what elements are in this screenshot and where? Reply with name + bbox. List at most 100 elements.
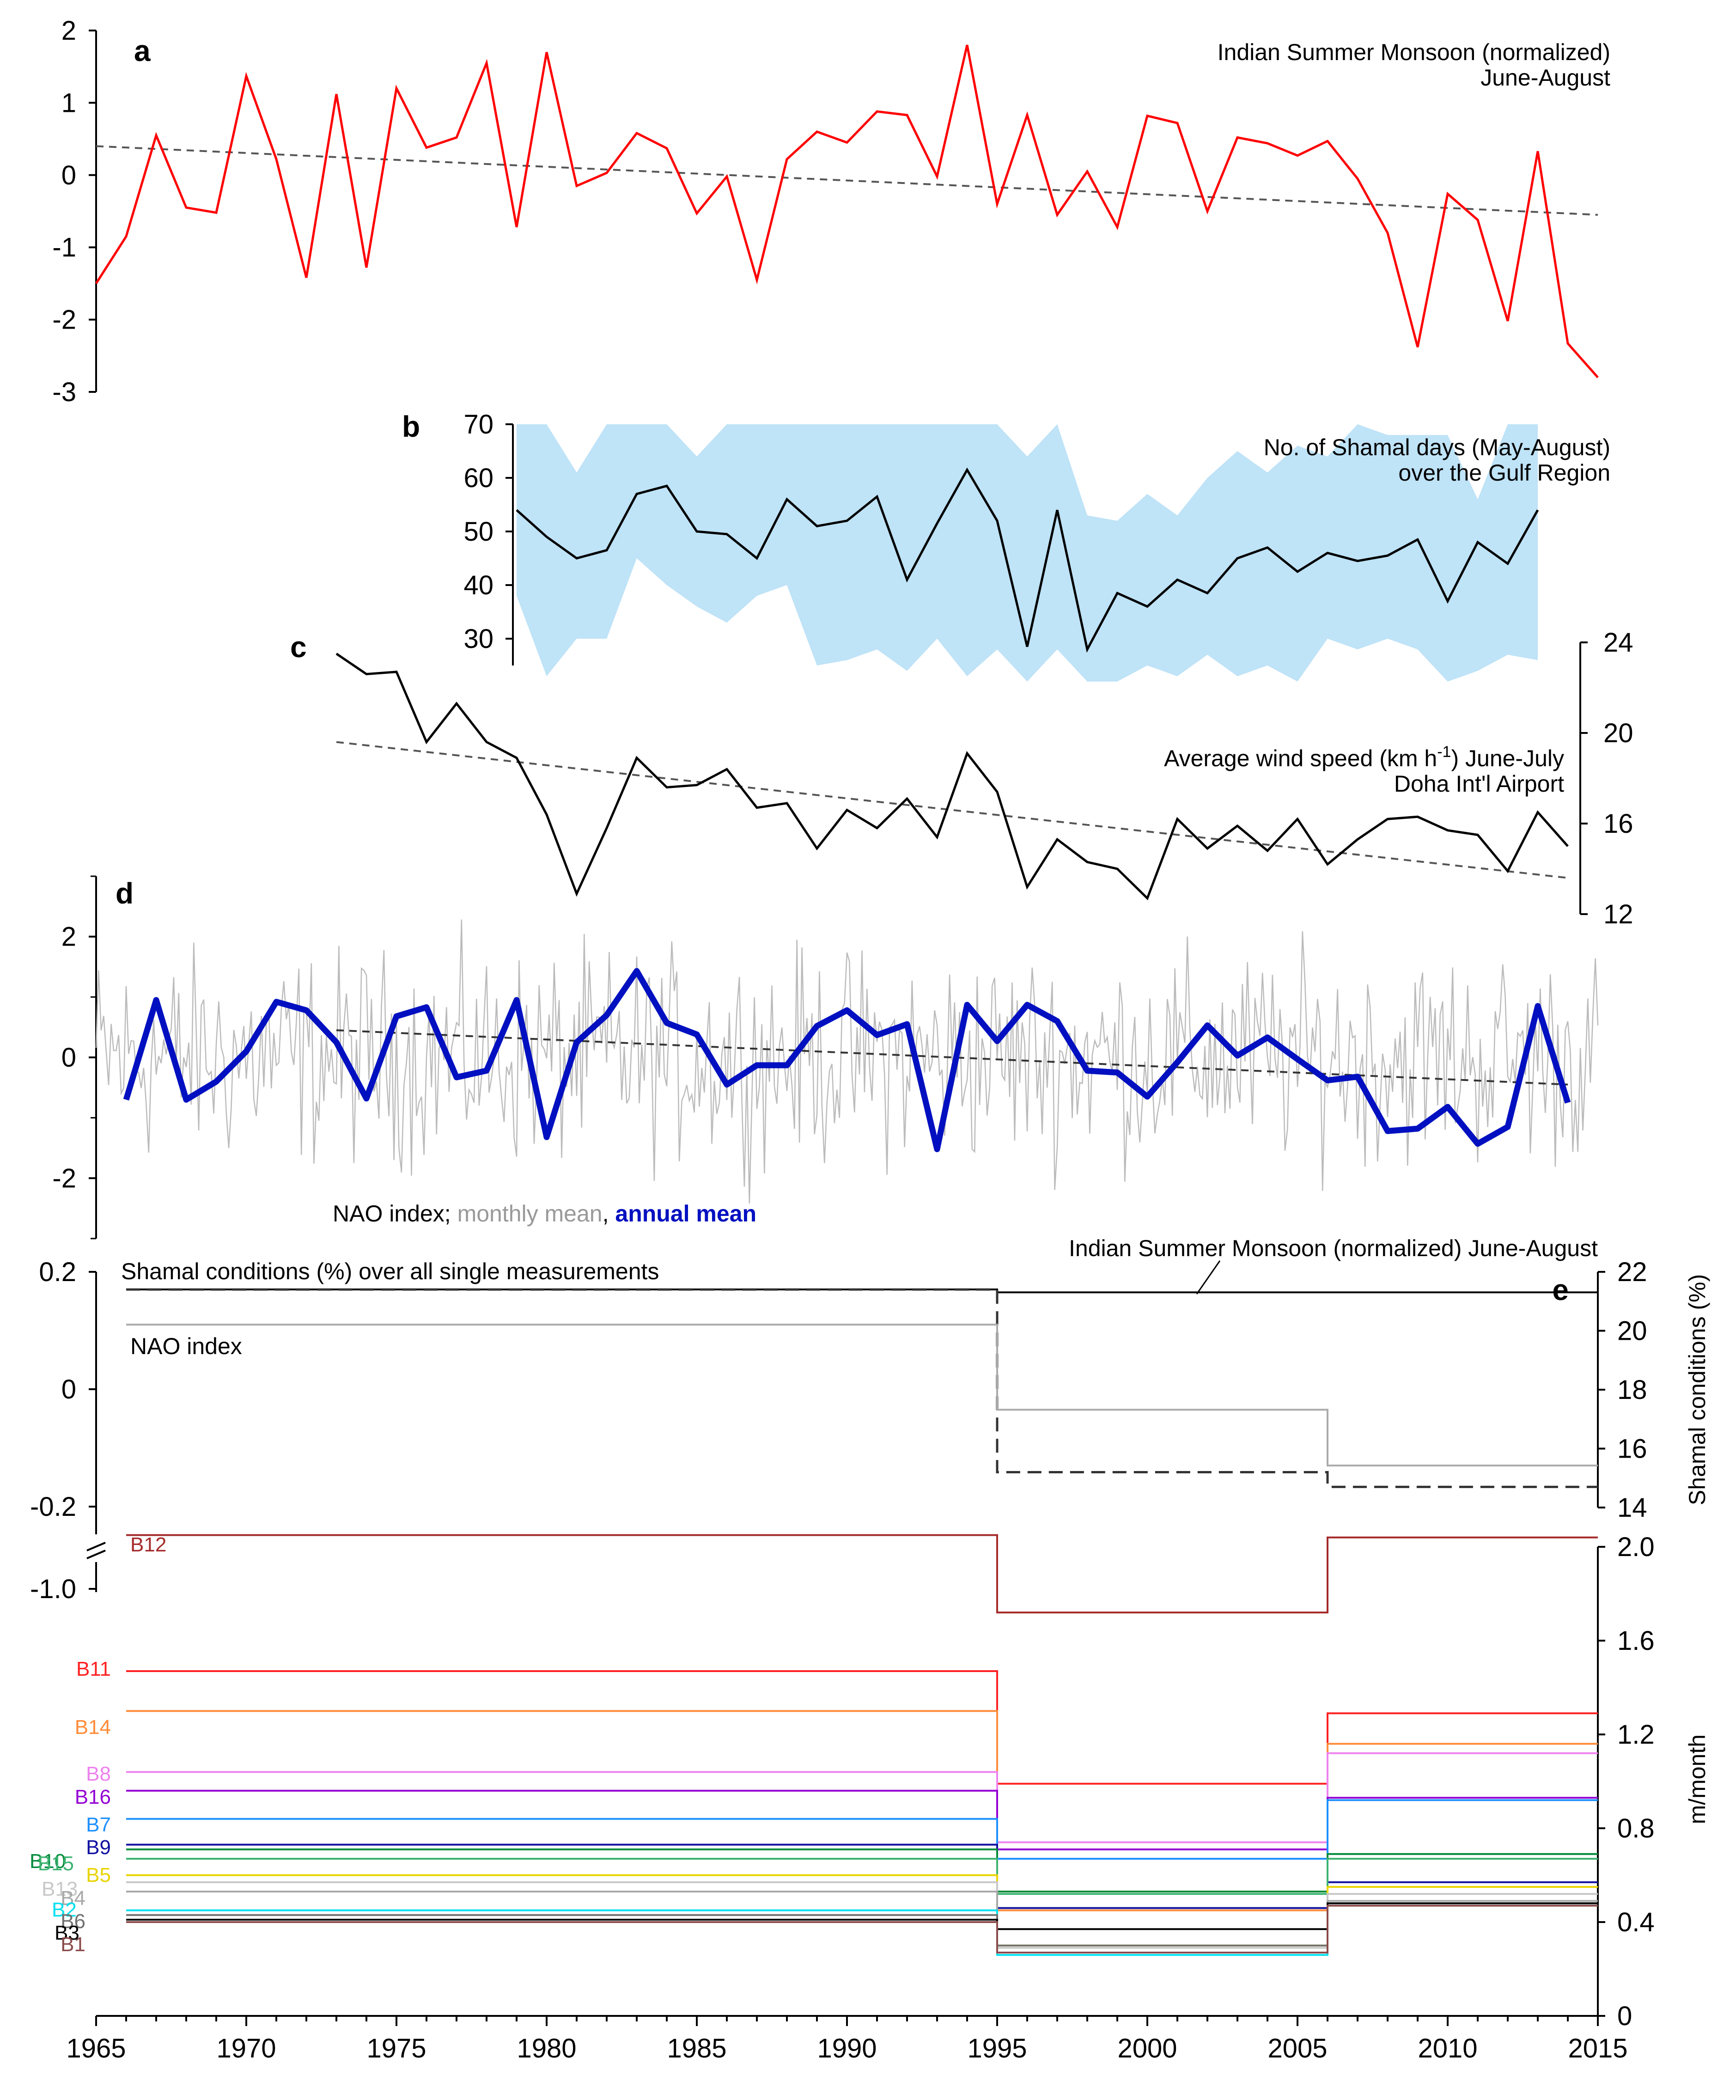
panel-e-series-label-b2: B2 [52, 1899, 77, 1921]
panel-e-right-axis-title-lower: m/month [1684, 1734, 1710, 1825]
panel-b-title: No. of Shamal days (May-August) [1264, 434, 1610, 460]
panel-e-series-label-b10: B10 [30, 1850, 66, 1873]
panel-e-series-label-b4: B4 [61, 1887, 85, 1910]
panel-b-ytick-label: 30 [463, 624, 493, 654]
panel-d-ytick-label: -2 [52, 1163, 76, 1193]
panel-e-xtick-label: 1975 [366, 2033, 426, 2063]
panel-a-title: Indian Summer Monsoon (normalized) [1218, 39, 1610, 65]
panel-b-ytick-label: 40 [463, 570, 493, 600]
panel-c-ytick-label: 12 [1603, 899, 1633, 929]
panel-e-label-shamal: Shamal conditions (%) over all single me… [121, 1258, 659, 1284]
panel-e-axis-break-2 [86, 1550, 106, 1559]
panel-e-series-label-b7: B7 [86, 1813, 111, 1836]
panel-d-ytick-label: 2 [61, 922, 76, 952]
panel-c: 24 20 16 12 c Average wind speed (km h-1) Jun… [290, 628, 1633, 929]
panel-e-xtick-label: 1990 [817, 2033, 877, 2063]
panel-e-series-label-b3: B3 [55, 1922, 79, 1944]
panel-e-step-b10 [126, 1848, 1598, 1892]
panel-d-caption-a: NAO index; [333, 1201, 457, 1227]
panel-e-right-tick-label: 16 [1617, 1434, 1647, 1464]
panel-c-ytick-label: 24 [1603, 628, 1633, 658]
panel-a-label: a [134, 34, 151, 67]
panel-d-caption-d: annual mean [615, 1201, 756, 1227]
panel-b-ytick-label: 50 [463, 517, 493, 547]
panel-e-step-b11 [126, 1670, 1598, 1785]
panel-a-ytick-label: 1 [61, 88, 76, 118]
panel-e-right-tick-label: 18 [1617, 1375, 1647, 1405]
panel-e-xtick-label: 2015 [1568, 2033, 1627, 2063]
panel-a: 2 1 0 -1 -2 -3 a Indian Summer Monsoon (normali… [52, 16, 1610, 407]
panel-e-right-tick-label-lower: 2.0 [1617, 1532, 1655, 1562]
panel-b-range-band [517, 424, 1538, 682]
panel-b-line-shamal-days [516, 467, 1539, 653]
panel-a-line-isr [95, 44, 1599, 378]
panel-e-step-b13 [126, 1881, 1598, 1949]
panel-d-label: d [116, 877, 134, 910]
panel-d-caption: NAO index; monthly mean, annual mean [333, 1201, 756, 1227]
panel-e-series-label-b6: B6 [61, 1910, 85, 1933]
panel-e-right-axis-title-upper: Shamal conditions (%) [1684, 1274, 1710, 1505]
panel-e-step-b12 [126, 1534, 1598, 1614]
panel-d-line-monthly-mean [95, 919, 1599, 1203]
panel-e-series-label-b9: B9 [86, 1836, 111, 1859]
panel-e-label-nao: NAO index [130, 1333, 242, 1359]
panel-e-right-tick-label: 22 [1617, 1257, 1647, 1287]
panel-e-right-tick-label-lower: 1.6 [1617, 1626, 1655, 1656]
panel-d-caption-b: monthly mean [457, 1201, 603, 1227]
panel-e-right-tick-label: 20 [1617, 1316, 1647, 1346]
panel-e-step-b9 [126, 1844, 1598, 1909]
panel-e-step-shamal [126, 1288, 1598, 1488]
panel-c-ytick-label: 16 [1603, 809, 1633, 839]
panel-e-left-tick-label: 0.2 [39, 1257, 76, 1287]
panel-c-title: Average wind speed (km h-1) June-July [1164, 743, 1564, 771]
panel-e-right-tick-label-lower: 0.8 [1617, 1813, 1655, 1844]
panel-e-series-label-b13: B13 [42, 1878, 78, 1900]
panel-e-right-tick-label-lower: 0.4 [1617, 1907, 1655, 1937]
panel-e-step-b2 [126, 1902, 1598, 1956]
panel-e-axis-break-1 [86, 1542, 106, 1551]
panel-e-step-b1 [126, 1905, 1598, 1953]
panel-e-xtick-label: 1970 [216, 2033, 276, 2063]
panel-a-ytick-label: 2 [61, 16, 76, 46]
panel-e-right-tick-label: 14 [1617, 1493, 1647, 1523]
panel-e-left-tick-break-label: -1.0 [30, 1574, 76, 1604]
panel-e-series-label-b5: B5 [86, 1864, 111, 1886]
panel-d-line-annual-mean [123, 968, 1571, 1153]
panel-e-series-label-b1: B1 [61, 1933, 85, 1956]
panel-e-series-label-b8: B8 [86, 1763, 111, 1785]
panel-e-step-b15 [126, 1858, 1598, 1895]
panel-a-ytick-label: 0 [61, 160, 76, 190]
panel-b-label: b [402, 410, 420, 443]
panel-e-xtick-label: 1985 [667, 2033, 726, 2063]
panel-e-label: e [1552, 1273, 1569, 1306]
panel-e-series-label-b15: B15 [38, 1852, 74, 1875]
panel-e-series-label-b12: B12 [130, 1533, 166, 1556]
panel-e-step-b8 [126, 1752, 1598, 1844]
panel-e-step-b3 [126, 1902, 1598, 1930]
panel-e-series-label-b16: B16 [75, 1786, 111, 1808]
panel-e-left-tick-label: 0 [61, 1374, 76, 1404]
panel-a-ytick-label: -1 [52, 232, 76, 262]
panel-d: 2 0 -2 d NAO index; monthly mean, annual mea… [52, 875, 1599, 1239]
panel-e-left-tick-label: -0.2 [30, 1492, 76, 1522]
panel-e-xtick-label: 2000 [1117, 2033, 1177, 2063]
panel-d-ytick-label: 0 [61, 1043, 76, 1073]
panel-e-step-b7 [126, 1799, 1598, 1860]
panel-e-xtick-label: 2010 [1418, 2033, 1477, 2063]
panel-e-xtick-label: 1995 [967, 2033, 1027, 2063]
panel-b: 70 60 50 40 30 b No. of Shamal days (May-Augus… [402, 409, 1610, 682]
panel-a-subtitle: June-August [1480, 65, 1610, 91]
panel-b-ytick-label: 70 [463, 409, 493, 440]
panel-b-subtitle: over the Gulf Region [1398, 460, 1610, 486]
panel-e-xtick-label: 2005 [1267, 2033, 1327, 2063]
panel-e-series-label-b11: B11 [76, 1658, 111, 1680]
panel-e-xtick-label: 1980 [517, 2033, 576, 2063]
panel-e-step-b16 [126, 1789, 1598, 1850]
panel-c-title-part2: ) June-July [1451, 745, 1564, 771]
panel-e-monsoon-leader [1196, 1260, 1221, 1294]
panel-e-right-tick-label-lower: 0 [1617, 2001, 1632, 2031]
panel-c-label: c [290, 630, 307, 664]
panel-d-trendline [336, 1029, 1568, 1086]
panel-e-label-monsoon: Indian Summer Monsoon (normalized) June-… [1069, 1235, 1598, 1261]
